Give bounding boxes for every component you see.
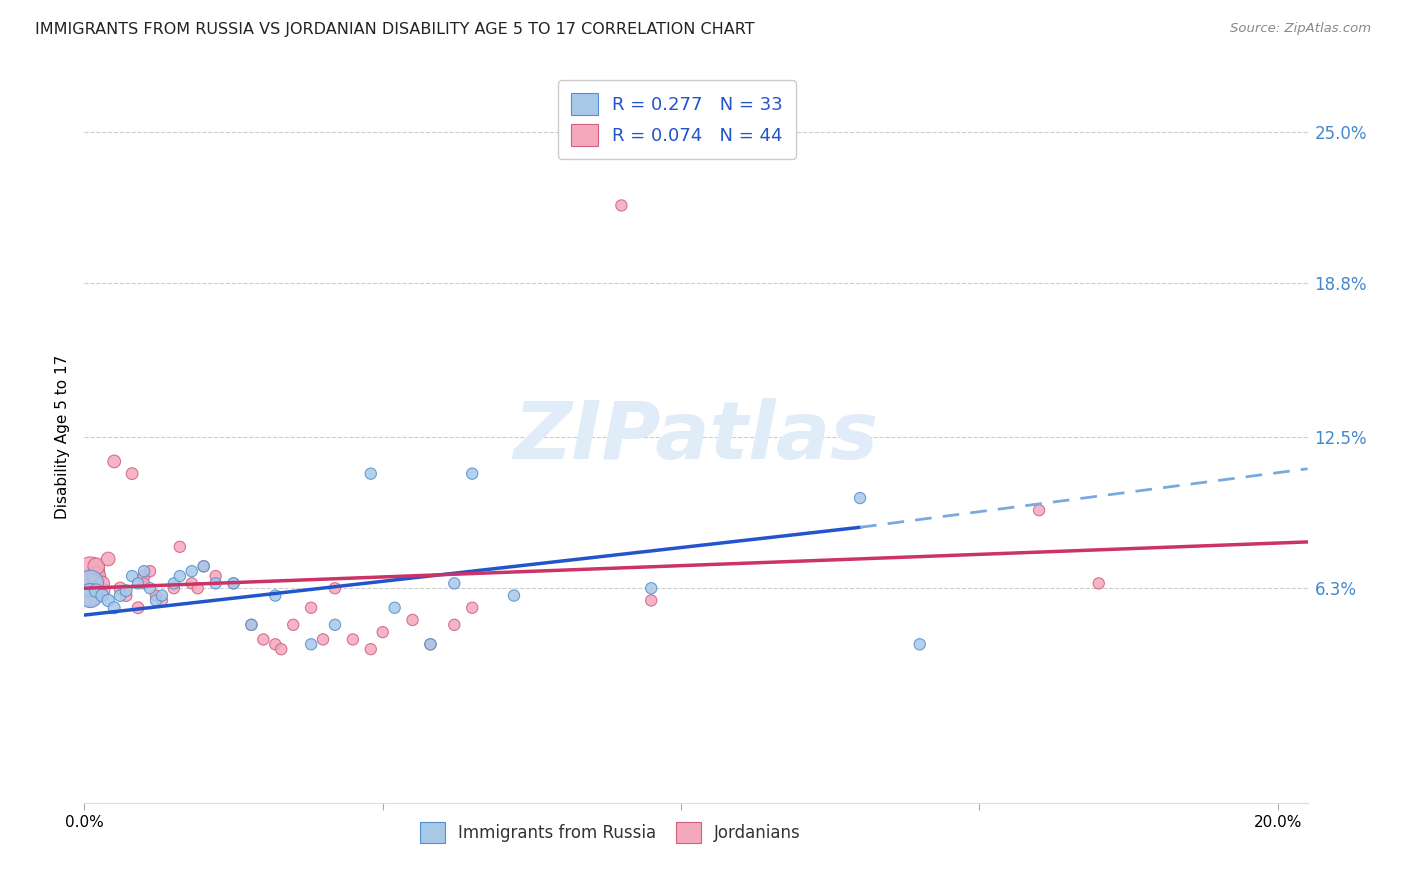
Point	[139, 581, 162, 595]
Point	[1087, 576, 1109, 591]
Point	[384, 600, 406, 615]
Point	[115, 589, 138, 603]
Legend: Immigrants from Russia, Jordanians: Immigrants from Russia, Jordanians	[413, 815, 808, 849]
Point	[79, 589, 101, 603]
Point	[299, 600, 322, 615]
Text: IMMIGRANTS FROM RUSSIA VS JORDANIAN DISABILITY AGE 5 TO 17 CORRELATION CHART: IMMIGRANTS FROM RUSSIA VS JORDANIAN DISA…	[35, 22, 755, 37]
Point	[169, 569, 191, 583]
Point	[849, 491, 872, 505]
Point	[79, 589, 101, 603]
Point	[132, 576, 155, 591]
Point	[150, 593, 173, 607]
Point	[108, 581, 131, 595]
Point	[103, 454, 125, 468]
Point	[187, 581, 209, 595]
Point	[240, 617, 263, 632]
Point	[145, 593, 167, 607]
Point	[610, 198, 633, 212]
Point	[283, 617, 305, 632]
Point	[204, 576, 226, 591]
Point	[443, 617, 465, 632]
Point	[360, 642, 382, 657]
Point	[419, 637, 441, 651]
Point	[132, 569, 155, 583]
Point	[443, 576, 465, 591]
Point	[204, 569, 226, 583]
Point	[79, 576, 101, 591]
Point	[461, 600, 484, 615]
Point	[270, 642, 292, 657]
Point	[108, 589, 131, 603]
Point	[312, 632, 335, 647]
Point	[163, 576, 186, 591]
Point	[91, 576, 114, 591]
Point	[401, 613, 423, 627]
Point	[79, 576, 101, 591]
Point	[97, 552, 120, 566]
Point	[371, 625, 394, 640]
Point	[503, 589, 526, 603]
Point	[252, 632, 274, 647]
Point	[150, 589, 173, 603]
Point	[84, 569, 107, 583]
Point	[299, 637, 322, 651]
Y-axis label: Disability Age 5 to 17: Disability Age 5 to 17	[55, 355, 70, 519]
Point	[97, 593, 120, 607]
Point	[132, 564, 155, 578]
Point	[163, 581, 186, 595]
Point	[323, 581, 346, 595]
Point	[180, 564, 202, 578]
Point	[264, 637, 287, 651]
Point	[91, 583, 114, 598]
Point	[222, 576, 245, 591]
Point	[193, 559, 215, 574]
Point	[240, 617, 263, 632]
Point	[103, 600, 125, 615]
Point	[908, 637, 931, 651]
Point	[640, 581, 662, 595]
Point	[323, 617, 346, 632]
Point	[115, 583, 138, 598]
Point	[193, 559, 215, 574]
Point	[360, 467, 382, 481]
Point	[1028, 503, 1050, 517]
Point	[264, 589, 287, 603]
Point	[342, 632, 364, 647]
Point	[139, 564, 162, 578]
Point	[145, 589, 167, 603]
Point	[180, 576, 202, 591]
Point	[79, 564, 101, 578]
Point	[121, 569, 143, 583]
Point	[84, 583, 107, 598]
Point	[419, 637, 441, 651]
Point	[222, 576, 245, 591]
Point	[127, 600, 149, 615]
Point	[121, 467, 143, 481]
Point	[127, 576, 149, 591]
Point	[461, 467, 484, 481]
Text: Source: ZipAtlas.com: Source: ZipAtlas.com	[1230, 22, 1371, 36]
Point	[640, 593, 662, 607]
Point	[84, 559, 107, 574]
Point	[169, 540, 191, 554]
Text: ZIPatlas: ZIPatlas	[513, 398, 879, 476]
Point	[91, 589, 114, 603]
